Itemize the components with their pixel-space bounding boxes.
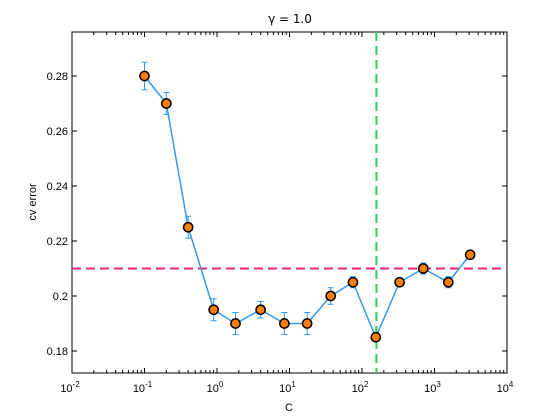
y-tick-label: 0.2 [53,291,68,303]
plot-area [71,31,508,374]
y-tick-label: 0.18 [47,346,68,358]
data-point [160,98,172,109]
y-tick-label: 0.28 [47,71,68,83]
data-point [464,249,476,261]
series-group [139,61,476,343]
data-point [208,304,220,316]
data-point [139,70,150,82]
reference-lines [72,32,507,373]
data-point [255,304,266,316]
y-axis: 0.18 0.2 0.22 0.24 0.26 0.28 [47,71,507,358]
data-point [417,263,429,274]
data-point [301,318,313,329]
y-tick-label: 0.26 [47,126,68,138]
x-tick-label: 100 [207,380,224,395]
data-point [182,221,194,233]
x-tick-label: 10-1 [133,380,153,395]
x-axis-label: C [285,402,293,414]
data-point [325,290,337,302]
x-tick-label: 10-2 [60,380,80,395]
y-tick-label: 0.24 [47,181,68,193]
x-tick-label: 102 [352,380,369,395]
x-tick-label: 101 [279,380,296,395]
plot-frame [71,31,508,374]
data-point [442,276,454,288]
data-point [230,318,241,329]
x-tick-label: 103 [424,380,441,395]
data-point [347,276,359,288]
data-point [370,331,382,343]
chart-title: γ = 1.0 [268,12,312,26]
x-axis: 10-2 10-1 100 101 102 103 104 [60,32,514,395]
x-tick-label: 104 [497,380,514,395]
data-point [279,318,290,329]
y-tick-label: 0.22 [47,236,68,248]
data-point [394,276,405,288]
y-axis-label: cv error [27,183,39,221]
